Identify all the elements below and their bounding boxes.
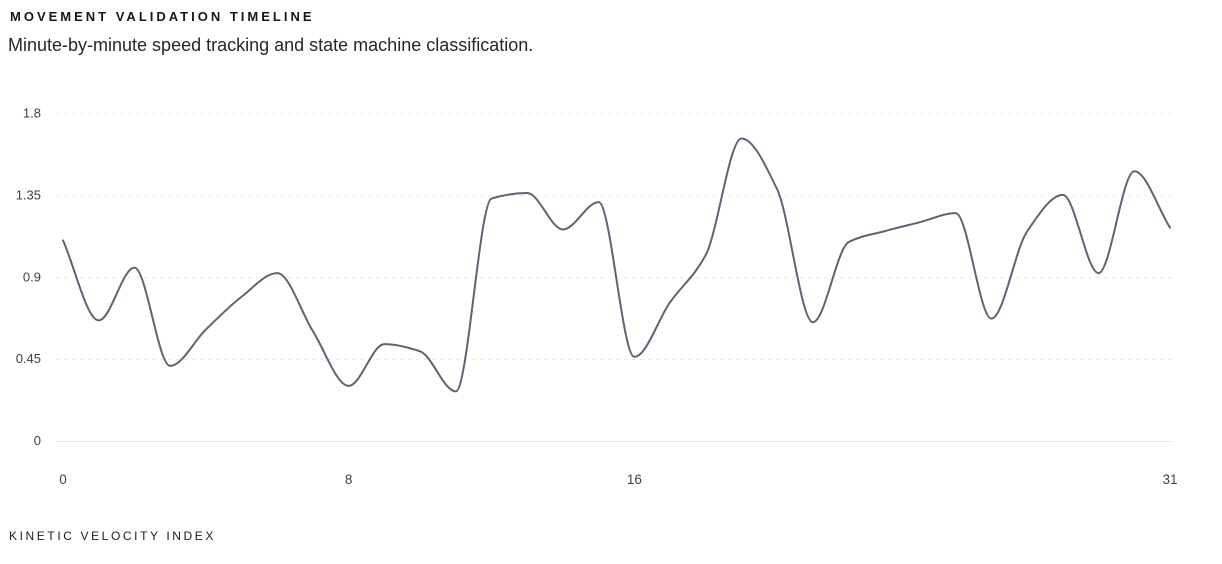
y-tick-label: 0.9 — [23, 269, 41, 284]
velocity-line — [62, 137, 1171, 393]
x-tick-label: 16 — [627, 472, 642, 487]
y-axis-caption: KINETIC VELOCITY INDEX — [9, 529, 217, 543]
y-tick-label: 1.8 — [23, 106, 41, 121]
y-tick-label: 0 — [34, 433, 41, 448]
x-tick-label: 31 — [1162, 472, 1177, 487]
x-tick-label: 8 — [345, 472, 353, 487]
panel-title: MOVEMENT VALIDATION TIMELINE — [10, 9, 315, 24]
x-tick-label: 0 — [59, 472, 67, 487]
velocity-timeline-chart: 0 0.45 0.9 1.35 1.8 0 8 16 31 — [0, 90, 1222, 520]
y-tick-label: 1.35 — [16, 187, 41, 202]
y-tick-label: 0.45 — [16, 351, 41, 366]
panel-subtitle: Minute-by-minute speed tracking and stat… — [8, 35, 534, 55]
line-chart-canvas: 0 0.45 0.9 1.35 1.8 0 8 16 31 — [16, 106, 1178, 488]
